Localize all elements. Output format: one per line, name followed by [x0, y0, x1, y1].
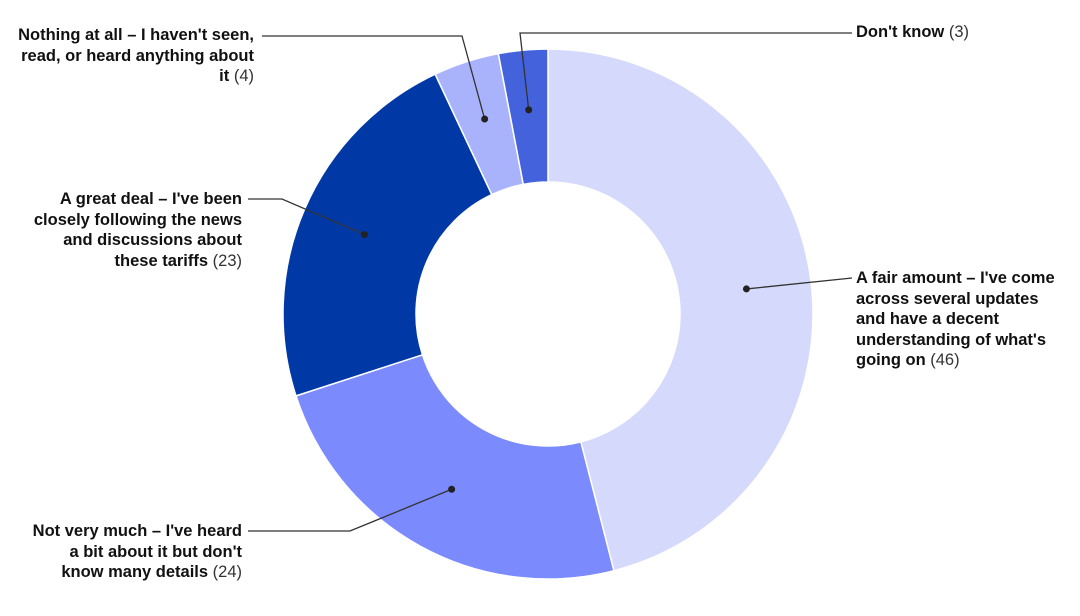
slice-dont-know [497, 48, 549, 186]
leader-line-fair-amount [746, 277, 853, 290]
label-great-deal-text: A great deal – I've been closely followi… [33, 190, 242, 270]
label-dont-know-text: Don't know [856, 23, 945, 41]
leader-dot-not-very-much [448, 485, 456, 493]
slice-great-deal [282, 73, 493, 397]
leader-dot-fair-amount [742, 285, 750, 293]
slice-fair-amount [547, 48, 814, 572]
slice-not-very-much [295, 353, 615, 580]
label-nothing-at-all-value: (4) [233, 67, 254, 85]
label-not-very-much: Not very much – I've heard a bit about i… [30, 521, 242, 583]
label-great-deal-value: (23) [212, 251, 242, 270]
label-fair-amount-value: (46) [930, 351, 960, 369]
label-fair-amount: A fair amount – I've come across several… [856, 268, 1071, 371]
leader-line-dont-know [519, 32, 852, 110]
leader-dot-great-deal [360, 231, 368, 239]
leader-dot-dont-know [525, 106, 533, 114]
label-fair-amount-text: A fair amount – I've come across several… [856, 269, 1055, 369]
leader-lines [248, 32, 853, 532]
donut-slices [282, 48, 814, 580]
label-nothing-at-all: Nothing at all – I haven't seen, read, o… [12, 25, 254, 87]
label-nothing-at-all-text: Nothing at all – I haven't seen, read, o… [18, 26, 254, 85]
leader-line-great-deal [248, 198, 365, 236]
leader-line-not-very-much [248, 488, 452, 532]
label-not-very-much-text: Not very much – I've heard a bit about i… [32, 522, 242, 581]
label-not-very-much-value: (24) [212, 563, 242, 581]
label-dont-know-value: (3) [948, 23, 970, 41]
leader-line-nothing-at-all [262, 35, 486, 120]
leader-dot-nothing-at-all [481, 115, 489, 123]
label-great-deal: A great deal – I've been closely followi… [30, 189, 242, 271]
label-dont-know: Don't know (3) [856, 22, 1071, 43]
